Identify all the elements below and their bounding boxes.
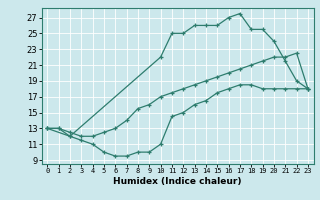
X-axis label: Humidex (Indice chaleur): Humidex (Indice chaleur) [113,177,242,186]
